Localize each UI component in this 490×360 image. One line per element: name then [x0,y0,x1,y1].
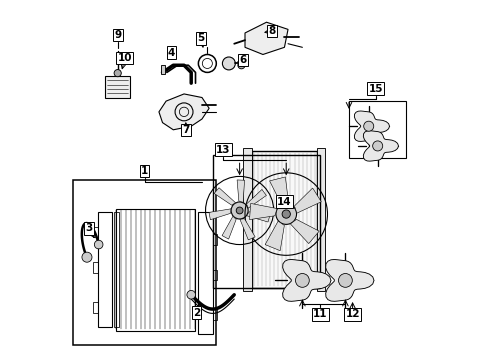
Circle shape [95,240,103,249]
Bar [93,226,98,237]
Text: 15: 15 [368,84,383,94]
Bar [98,212,112,327]
Polygon shape [209,209,231,220]
Bar [161,65,165,74]
Text: 1: 1 [141,166,148,176]
Circle shape [231,202,248,219]
Bar [213,234,217,244]
Polygon shape [222,216,236,239]
Polygon shape [249,203,277,220]
Text: 6: 6 [240,55,247,65]
Polygon shape [214,188,236,205]
Circle shape [373,141,383,151]
Bar [243,148,252,291]
Circle shape [276,204,296,224]
Bar [114,212,120,327]
Polygon shape [159,94,209,130]
Bar [349,101,406,158]
Circle shape [364,121,374,131]
Text: 3: 3 [85,224,93,233]
Circle shape [82,252,92,262]
Circle shape [187,291,196,299]
Text: 9: 9 [114,30,121,40]
Bar [252,151,317,288]
Polygon shape [326,260,374,301]
Bar [317,148,324,291]
Text: 2: 2 [193,308,200,318]
Polygon shape [245,22,288,54]
Circle shape [295,274,309,287]
Polygon shape [283,260,331,301]
Bar [73,180,216,345]
Text: 12: 12 [345,310,360,319]
Polygon shape [270,177,289,204]
Text: 11: 11 [313,310,327,319]
Text: 5: 5 [197,33,205,43]
Bar [213,270,217,280]
Polygon shape [354,111,390,141]
Bar [198,212,213,334]
Polygon shape [291,219,319,244]
Circle shape [236,207,243,214]
Bar [213,309,217,320]
Bar [105,76,130,98]
Polygon shape [240,219,255,240]
Text: 10: 10 [118,53,132,63]
Polygon shape [246,189,267,208]
Circle shape [339,274,352,287]
Text: 14: 14 [277,197,292,207]
Polygon shape [247,212,270,222]
Polygon shape [237,180,245,202]
Circle shape [114,69,122,77]
Circle shape [282,210,291,218]
Text: 7: 7 [182,125,190,135]
Text: 8: 8 [268,26,275,36]
Bar [116,209,195,330]
Circle shape [222,57,235,70]
Bar [93,302,98,313]
Polygon shape [265,221,284,251]
Circle shape [238,62,245,69]
Bar [213,155,320,288]
Polygon shape [294,188,321,213]
Polygon shape [364,131,398,161]
Text: 4: 4 [168,48,175,58]
Bar [93,262,98,273]
Text: 13: 13 [216,144,231,154]
